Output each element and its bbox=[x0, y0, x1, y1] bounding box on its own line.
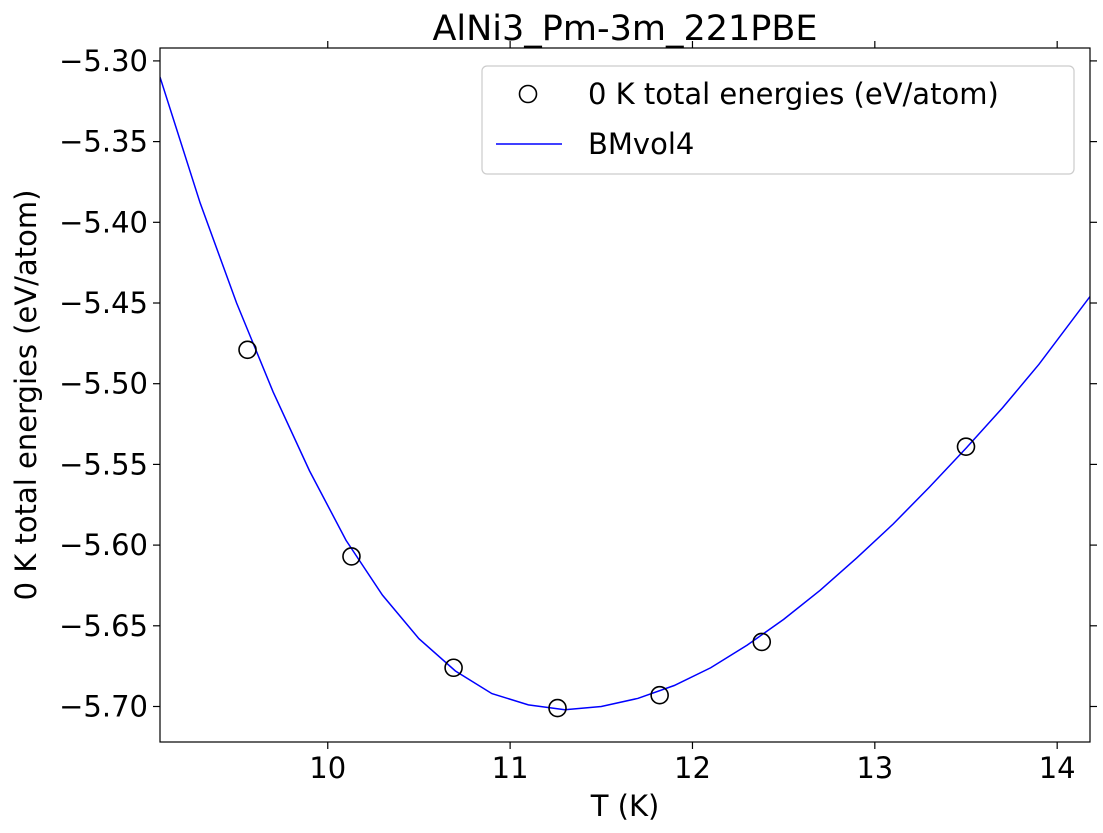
x-tick-label: 12 bbox=[674, 751, 711, 785]
legend-box bbox=[481, 65, 1075, 175]
y-tick-label: −5.60 bbox=[59, 528, 148, 562]
y-tick-label: −5.40 bbox=[59, 205, 148, 239]
x-tick-label: 10 bbox=[309, 751, 346, 785]
data-point bbox=[444, 658, 463, 678]
y-tick-label: −5.30 bbox=[59, 44, 148, 78]
data-point bbox=[650, 685, 669, 705]
legend-marker bbox=[518, 84, 538, 104]
y-tick-label: −5.55 bbox=[59, 447, 148, 481]
series-line-1 bbox=[160, 76, 1090, 711]
data-point bbox=[342, 547, 361, 566]
y-tick-label: −5.70 bbox=[59, 689, 148, 723]
x-tick-label: 14 bbox=[1039, 751, 1076, 785]
legend-label: BMvol4 bbox=[588, 127, 694, 161]
plot-area bbox=[160, 76, 1090, 718]
legend-label: 0 K total energies (eV/atom) bbox=[588, 77, 999, 111]
x-tick-label: 13 bbox=[856, 751, 893, 785]
axes-frame bbox=[159, 47, 1091, 743]
chart-title: AlNi3_Pm-3m_221PBE bbox=[432, 9, 817, 49]
legend: 0 K total energies (eV/atom) BMvol4 bbox=[481, 65, 1075, 175]
data-point bbox=[238, 340, 257, 360]
y-axis-label: 0 K total energies (eV/atom) bbox=[9, 190, 43, 601]
data-point bbox=[752, 632, 772, 652]
x-axis-label: T (K) bbox=[590, 789, 660, 823]
y-tick-label: −5.50 bbox=[59, 367, 148, 401]
axes: 10 11 12 13 14 −5.30 −5.35 −5.40 −5.45 −5.50 −5.55… bbox=[59, 41, 1097, 785]
data-point bbox=[956, 437, 976, 456]
y-tick-label: −5.35 bbox=[59, 125, 148, 159]
x-tick-label: 11 bbox=[492, 751, 529, 785]
data-point bbox=[548, 698, 567, 718]
y-tick-label: −5.45 bbox=[59, 286, 148, 320]
y-tick-label: −5.65 bbox=[59, 609, 148, 643]
